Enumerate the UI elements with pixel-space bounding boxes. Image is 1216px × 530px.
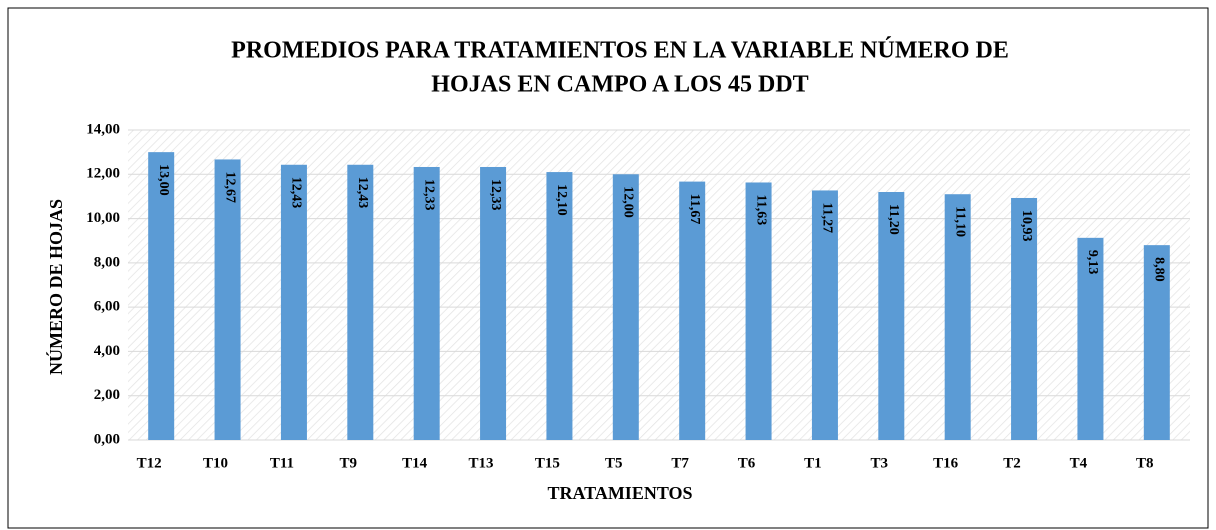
y-tick-label: 8,00 xyxy=(94,254,120,270)
bar xyxy=(1143,245,1170,440)
data-label: 8,80 xyxy=(1152,257,1167,282)
x-tick-label: T2 xyxy=(1003,455,1021,471)
x-axis-label: TRATAMIENTOS xyxy=(547,483,692,503)
x-tick-label: T6 xyxy=(738,455,756,471)
x-tick-label: T1 xyxy=(804,455,822,471)
x-tick-label: T16 xyxy=(933,455,959,471)
data-label: 12,00 xyxy=(621,186,636,218)
data-label: 10,93 xyxy=(1019,210,1034,242)
y-tick-label: 12,00 xyxy=(86,166,120,182)
data-label: 9,13 xyxy=(1085,250,1100,274)
x-tick-label: T8 xyxy=(1136,455,1154,471)
x-tick-label: T11 xyxy=(270,455,294,471)
data-label: 11,27 xyxy=(820,202,835,233)
bar xyxy=(214,159,241,440)
data-label: 11,20 xyxy=(886,204,901,235)
data-label: 13,00 xyxy=(156,164,171,196)
data-label: 11,10 xyxy=(952,206,967,237)
bar xyxy=(413,166,440,440)
data-label: 11,63 xyxy=(753,194,768,225)
y-tick-label: 2,00 xyxy=(94,387,120,403)
bar xyxy=(1011,197,1038,440)
x-tick-label: T15 xyxy=(535,455,560,471)
bar xyxy=(347,164,374,440)
x-tick-label: T12 xyxy=(137,455,162,471)
data-label: 12,10 xyxy=(554,184,569,216)
bar xyxy=(612,174,639,441)
data-label: 12,33 xyxy=(421,179,436,211)
y-tick-label: 0,00 xyxy=(94,431,120,447)
bar xyxy=(280,164,307,440)
x-tick-label: T13 xyxy=(469,455,494,471)
bar xyxy=(1077,237,1104,440)
y-axis-label: NÚMERO DE HOJAS xyxy=(45,199,66,375)
data-label: 12,67 xyxy=(222,171,237,203)
data-label: 11,67 xyxy=(687,194,702,225)
x-tick-label: T9 xyxy=(340,455,358,471)
data-label: 12,43 xyxy=(355,177,370,209)
y-tick-label: 4,00 xyxy=(94,343,120,359)
y-tick-label: 6,00 xyxy=(94,299,120,315)
x-tick-label: T14 xyxy=(402,455,428,471)
data-label: 12,33 xyxy=(488,179,503,211)
bar xyxy=(878,192,905,440)
bar xyxy=(546,172,573,441)
data-label: 12,43 xyxy=(289,177,304,209)
y-tick-label: 10,00 xyxy=(86,210,120,226)
chart-title: HOJAS EN CAMPO A LOS 45 DDT xyxy=(431,72,808,98)
x-tick-label: T10 xyxy=(203,455,228,471)
x-tick-label: T4 xyxy=(1070,455,1088,471)
bar xyxy=(480,166,507,440)
bar xyxy=(745,182,772,440)
bar xyxy=(811,190,838,440)
y-tick-label: 14,00 xyxy=(86,121,120,137)
x-tick-label: T5 xyxy=(605,455,623,471)
bar xyxy=(148,152,175,440)
x-tick-label: T3 xyxy=(871,455,889,471)
bar xyxy=(679,181,706,441)
x-tick-label: T7 xyxy=(671,455,689,471)
chart-title: PROMEDIOS PARA TRATAMIENTOS EN LA VARIAB… xyxy=(231,38,1009,64)
bar xyxy=(944,194,971,440)
